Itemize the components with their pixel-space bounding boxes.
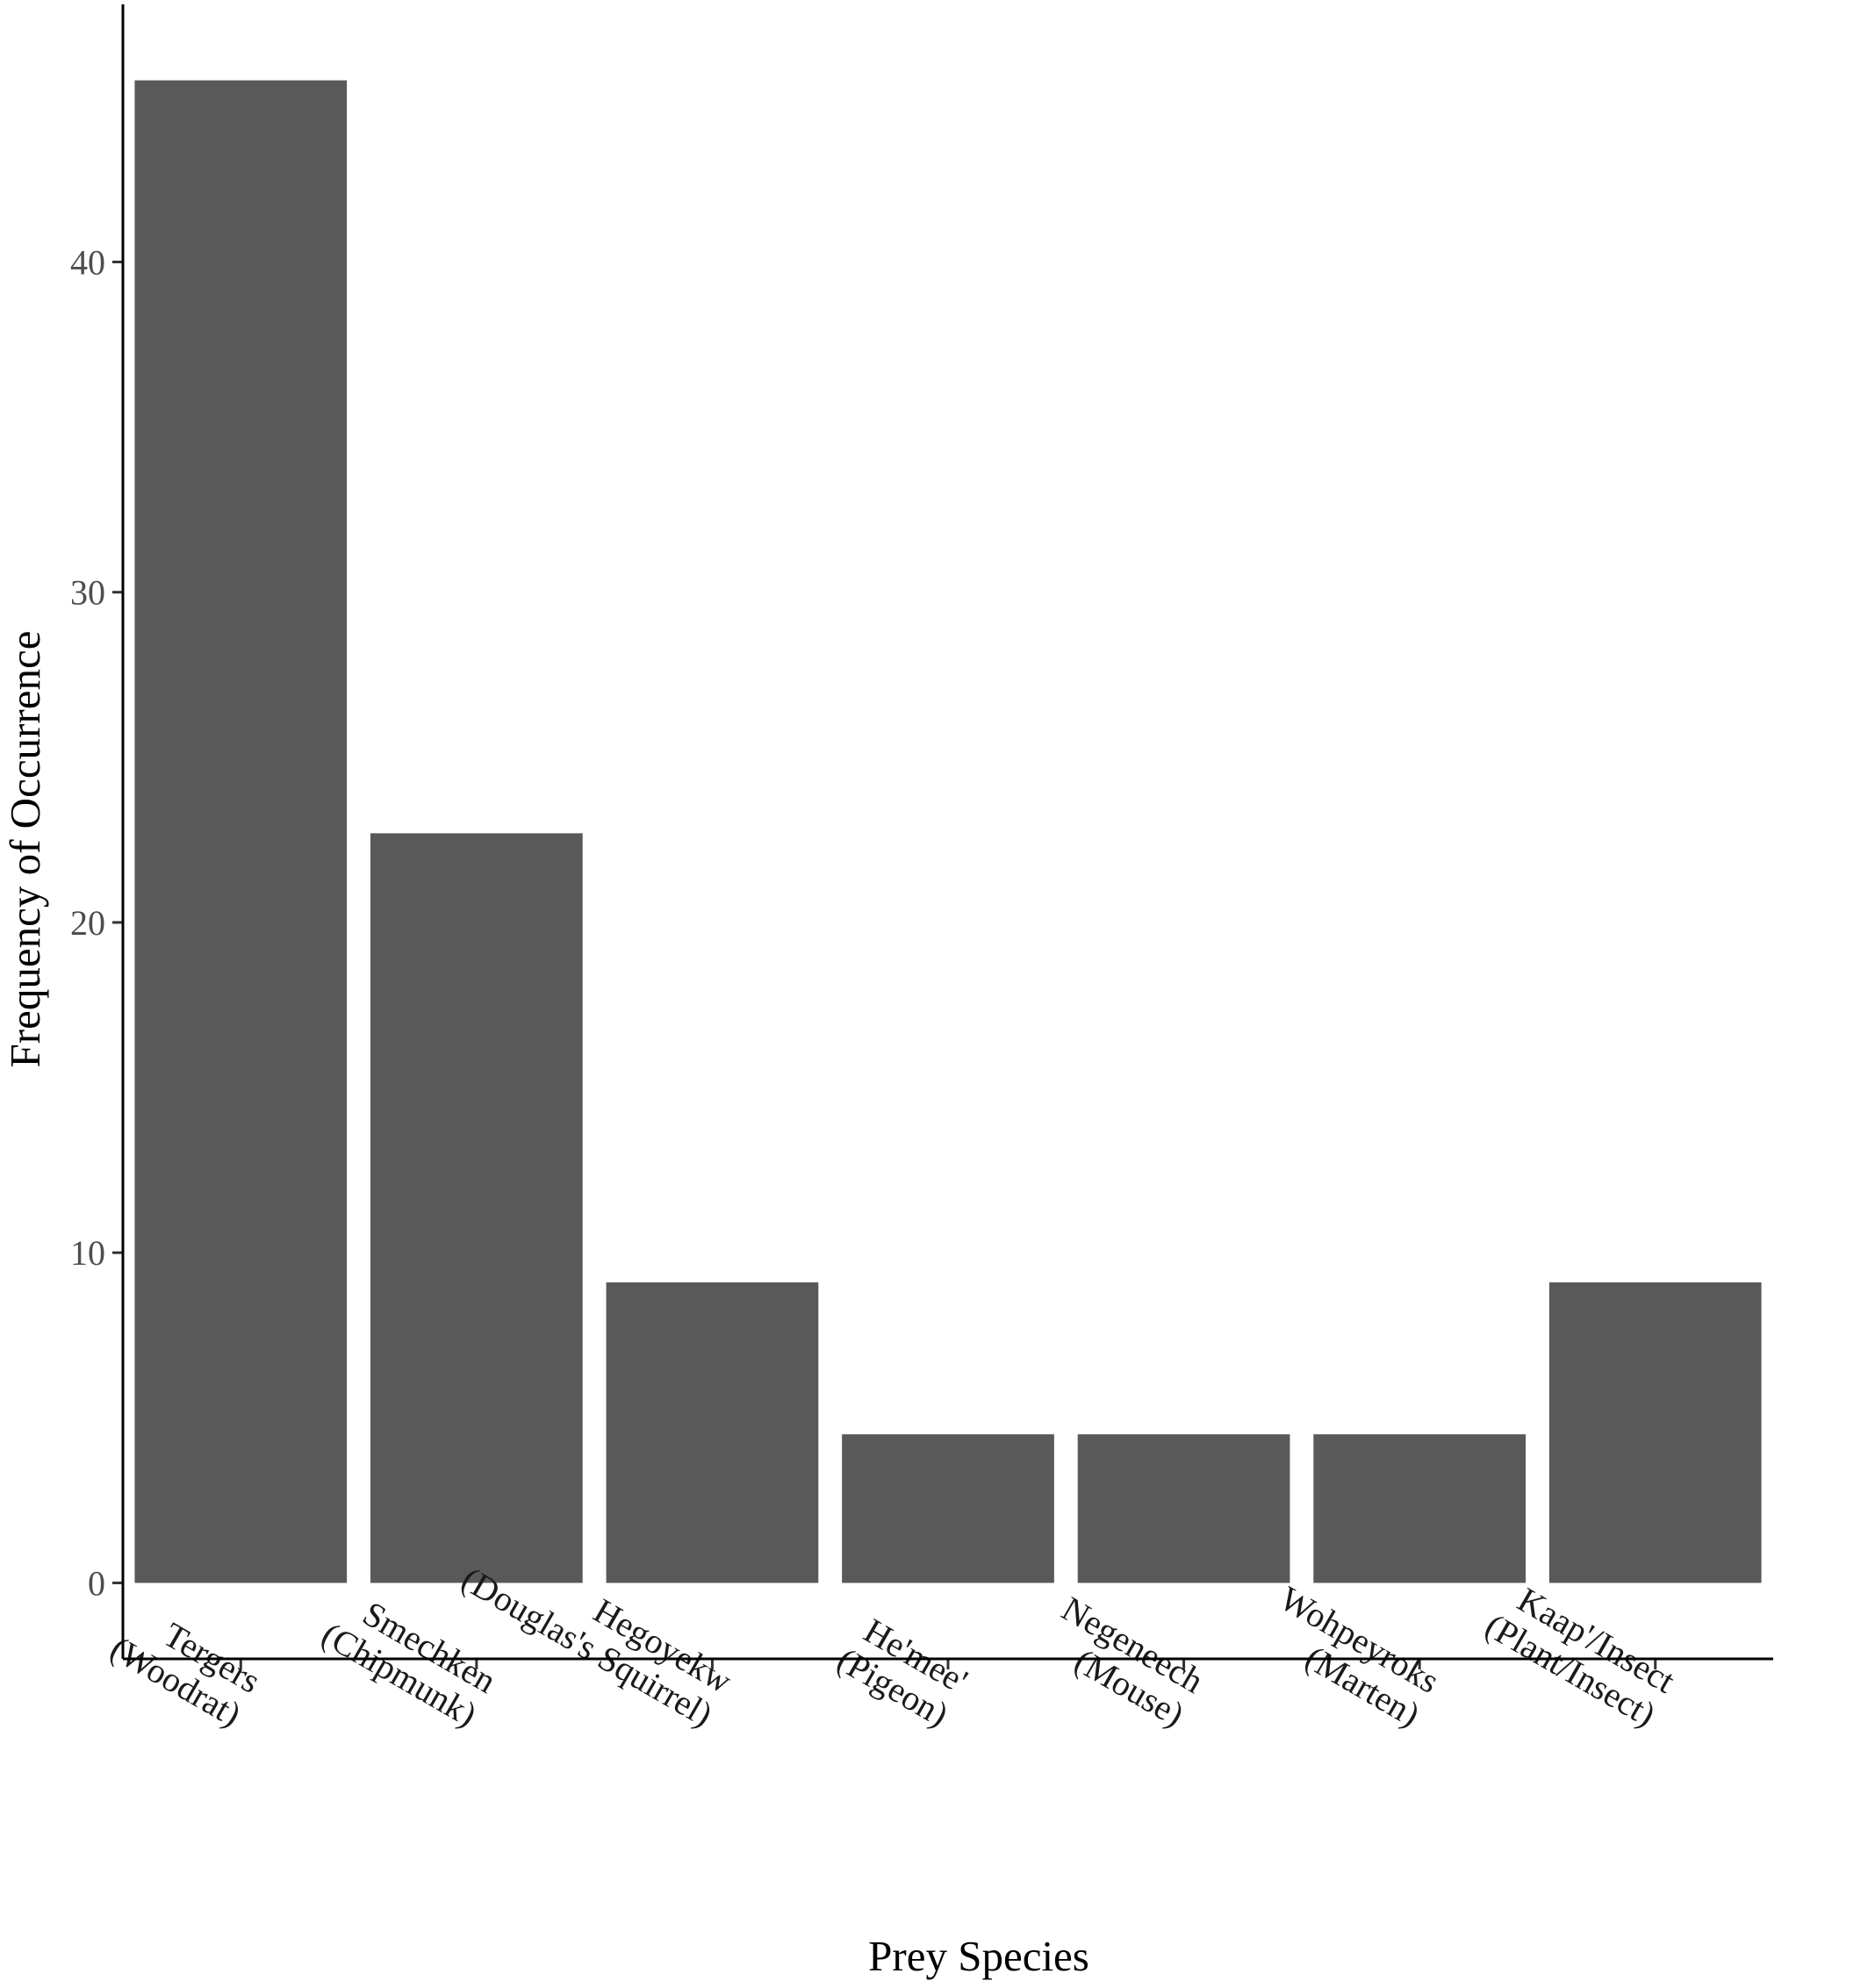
bar (1077, 1434, 1290, 1583)
bar (606, 1282, 819, 1583)
x-tick-label: Kaap'/Insect(Plant/Insect) (1479, 1572, 1682, 1734)
x-tick-label: Negeneech(Mouse) (1036, 1589, 1210, 1734)
bars (134, 80, 1762, 1583)
y-tick-label: 0 (88, 1563, 105, 1603)
bar (842, 1434, 1054, 1583)
x-axis-title: Prey Species (868, 1932, 1089, 1980)
bar (134, 80, 348, 1583)
x-tick-label: Tergers(Woodrat) (104, 1595, 267, 1734)
x-tick-label: Wohpeyroks(Marten) (1254, 1578, 1446, 1734)
y-axis-title: Frequency of Occurrence (1, 631, 49, 1068)
y-tick-label: 40 (70, 242, 105, 282)
x-tick-label: He'mee'(Pigeon) (830, 1606, 974, 1734)
y-axis-ticks: 0 10 20 30 40 (70, 242, 123, 1603)
bar (370, 833, 583, 1583)
bar (1548, 1282, 1762, 1583)
y-tick-label: 30 (70, 573, 105, 613)
bar (1313, 1434, 1526, 1583)
y-tick-label: 10 (70, 1233, 105, 1273)
y-tick-label: 20 (70, 903, 105, 943)
